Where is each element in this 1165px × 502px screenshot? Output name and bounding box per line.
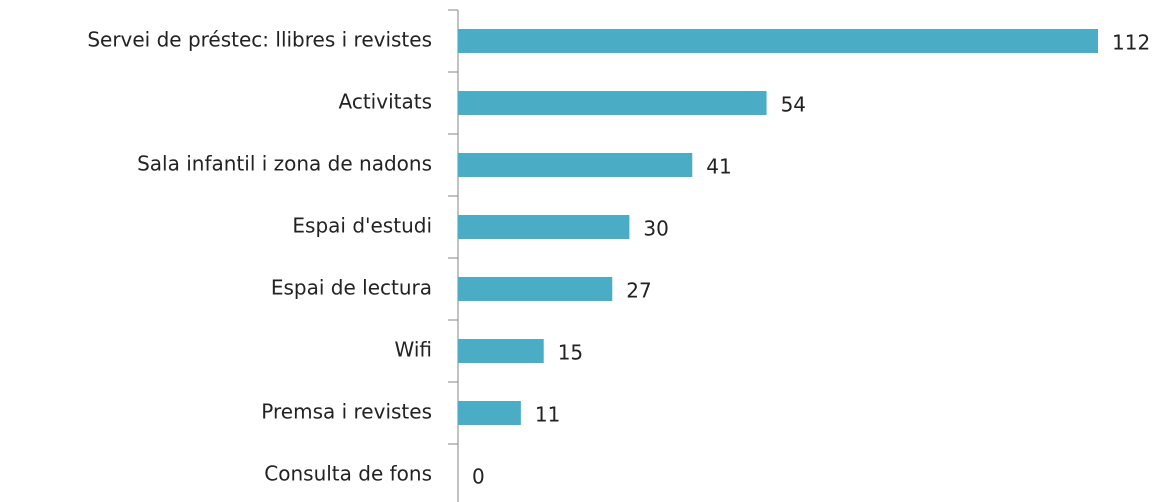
value-label: 15	[558, 341, 583, 365]
category-label: Espai de lectura	[271, 276, 432, 300]
value-label: 11	[535, 403, 560, 427]
value-label: 30	[643, 217, 668, 241]
category-label: Servei de préstec: llibres i revistes	[87, 28, 432, 52]
category-label: Sala infantil i zona de nadons	[137, 152, 432, 176]
value-label: 54	[781, 93, 806, 117]
category-label: Premsa i revistes	[261, 400, 432, 424]
value-label: 27	[626, 279, 651, 303]
category-label: Wifi	[395, 338, 433, 362]
category-label: Consulta de fons	[264, 462, 432, 486]
category-label: Activitats	[339, 90, 432, 114]
bar	[458, 215, 630, 239]
bar	[458, 277, 613, 301]
category-label: Espai d'estudi	[292, 214, 432, 238]
bar	[458, 401, 521, 425]
bar	[458, 153, 693, 177]
bar	[458, 339, 544, 363]
value-label: 41	[706, 155, 731, 179]
value-label: 112	[1112, 31, 1150, 55]
bar	[458, 91, 767, 115]
bar	[458, 29, 1098, 53]
value-label: 0	[472, 465, 485, 489]
